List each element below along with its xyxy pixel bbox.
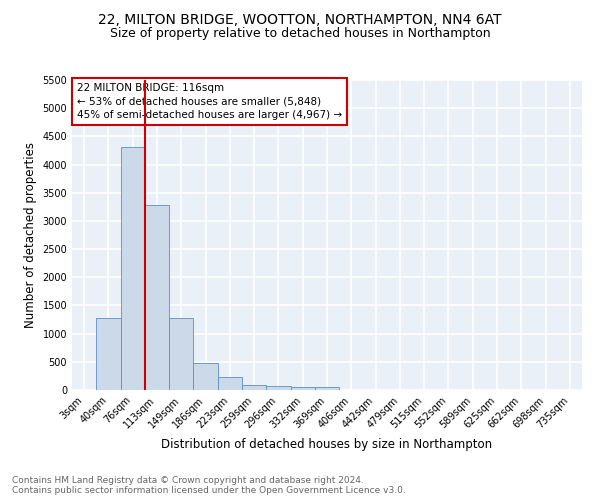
Bar [169, 318, 193, 390]
Y-axis label: Number of detached properties: Number of detached properties [24, 142, 37, 328]
Bar [290, 387, 315, 390]
Bar [145, 204, 169, 390]
Text: Contains HM Land Registry data © Crown copyright and database right 2024.
Contai: Contains HM Land Registry data © Crown c… [12, 476, 406, 495]
Bar [242, 384, 266, 390]
Text: 22 MILTON BRIDGE: 116sqm
← 53% of detached houses are smaller (5,848)
45% of sem: 22 MILTON BRIDGE: 116sqm ← 53% of detach… [77, 83, 342, 120]
X-axis label: Distribution of detached houses by size in Northampton: Distribution of detached houses by size … [161, 438, 493, 451]
Bar [218, 378, 242, 390]
Bar [315, 386, 339, 390]
Bar [96, 318, 121, 390]
Bar [266, 386, 290, 390]
Text: Size of property relative to detached houses in Northampton: Size of property relative to detached ho… [110, 28, 490, 40]
Bar [121, 147, 145, 390]
Bar [193, 363, 218, 390]
Text: 22, MILTON BRIDGE, WOOTTON, NORTHAMPTON, NN4 6AT: 22, MILTON BRIDGE, WOOTTON, NORTHAMPTON,… [98, 12, 502, 26]
